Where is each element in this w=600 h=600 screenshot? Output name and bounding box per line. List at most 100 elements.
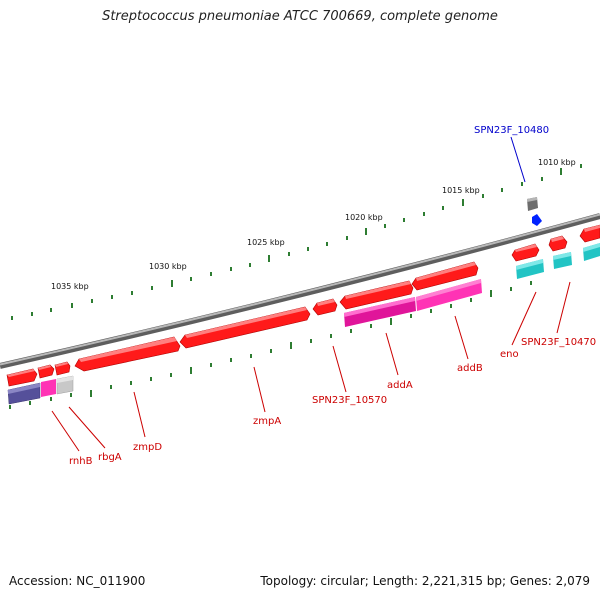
leader-SPN23F-10480 — [510, 136, 526, 183]
scale-tick — [111, 295, 113, 299]
scale-tick — [151, 286, 153, 290]
gene-label-zmpA[interactable]: zmpA — [253, 416, 281, 427]
scale-tick — [430, 309, 432, 313]
scale-tick — [288, 252, 290, 256]
gene-label-SPN23F-10480[interactable]: SPN23F_10480 — [474, 125, 549, 136]
scale-tick — [541, 177, 543, 181]
inner-scale-ticks — [9, 281, 532, 409]
map-title: Streptococcus pneumoniae ATCC 700669, co… — [102, 9, 498, 24]
cog-block-small-face — [57, 376, 73, 383]
leader-rnhB — [51, 410, 80, 452]
scale-tick — [190, 277, 192, 281]
genome-backbone — [0, 213, 600, 369]
scale-tick — [91, 299, 93, 303]
scale-tick — [384, 224, 386, 228]
cog-block-rnhB-face — [8, 383, 40, 394]
outer-scale-ticks — [11, 164, 582, 320]
genome-summary-label: Topology: circular; Length: 2,221,315 bp… — [260, 574, 590, 588]
gene-label-SPN23F-10570[interactable]: SPN23F_10570 — [312, 395, 387, 406]
scale-tick — [442, 206, 444, 210]
cog-track — [7, 243, 600, 405]
scale-tick — [71, 303, 73, 308]
scale-tick — [150, 377, 152, 381]
scale-tick — [410, 314, 412, 318]
scale-label-1020: 1020 kbp — [345, 213, 383, 222]
scale-tick — [29, 401, 31, 405]
scale-tick — [50, 308, 52, 312]
scale-label-1010: 1010 kbp — [538, 158, 576, 167]
scale-tick — [490, 290, 492, 297]
gene-label-addB[interactable]: addB — [457, 363, 483, 374]
leader-rbgA — [68, 406, 106, 449]
leader-SPN23F-10470 — [556, 281, 571, 334]
scale-tick — [268, 255, 270, 262]
scale-tick — [171, 280, 173, 287]
gene-label-addA[interactable]: addA — [387, 380, 413, 391]
rna-feature-arrow[interactable] — [532, 214, 542, 226]
scale-tick — [482, 194, 484, 198]
cog-block-eno-face — [516, 259, 543, 270]
cog-block-addB-face — [416, 279, 481, 301]
cog-block-rbgA — [41, 379, 56, 397]
gene-label-rbgA[interactable]: rbgA — [98, 452, 122, 463]
cds-arrow-zmpA-face — [185, 307, 307, 338]
cds-arrow-SPN23F-10470-face — [551, 236, 564, 242]
scale-tick — [270, 349, 272, 353]
scale-tick — [230, 358, 232, 362]
cds-arrow-eno-face — [515, 244, 537, 252]
cds-arrow-edge-face — [584, 225, 600, 232]
scale-tick — [510, 287, 512, 291]
scale-tick — [326, 242, 328, 246]
scale-tick — [11, 316, 13, 320]
scale-tick — [250, 354, 252, 358]
scale-tick — [450, 304, 452, 308]
feature-block-SPN23F-10480-face — [527, 197, 537, 202]
scale-tick — [290, 342, 292, 349]
scale-label-1025: 1025 kbp — [247, 238, 285, 247]
scale-tick — [50, 397, 52, 401]
cds-arrow-rnhB-face — [7, 369, 35, 377]
cds-arrow-addB-face — [416, 262, 476, 281]
scale-tick — [423, 212, 425, 216]
scale-tick — [210, 363, 212, 367]
scale-tick — [170, 373, 172, 377]
leader-eno — [511, 291, 537, 346]
scale-tick — [190, 367, 192, 374]
cds-arrow-small-face — [55, 362, 68, 367]
scale-tick — [307, 247, 309, 251]
scale-tick — [130, 381, 132, 385]
scale-tick — [249, 263, 251, 267]
cog-block-SPN23F-10470-face — [553, 252, 571, 260]
cog-block-edge-face — [583, 243, 600, 252]
scale-tick — [470, 298, 472, 302]
scale-tick — [560, 168, 562, 175]
scale-tick — [90, 390, 92, 397]
gene-label-rnhB[interactable]: rnhB — [69, 456, 93, 467]
scale-tick — [330, 334, 332, 338]
leader-zmpA — [253, 366, 266, 413]
genome-backbone-highlight — [0, 213, 600, 366]
accession-label: Accession: NC_011900 — [9, 574, 146, 588]
scale-tick — [210, 272, 212, 276]
scale-tick — [501, 188, 503, 192]
scale-tick — [110, 385, 112, 389]
cds-arrow-rbgA-face — [38, 365, 51, 370]
gene-label-zmpD[interactable]: zmpD — [133, 442, 162, 453]
scale-tick — [370, 324, 372, 328]
scale-tick — [310, 339, 312, 343]
label-leaders — [51, 136, 571, 452]
scale-tick — [31, 312, 33, 316]
scale-tick — [403, 218, 405, 222]
leader-zmpD — [133, 391, 146, 438]
leader-addA — [385, 332, 399, 376]
scale-label-1015: 1015 kbp — [442, 186, 480, 195]
gene-label-SPN23F-10470[interactable]: SPN23F_10470 — [521, 337, 596, 348]
gene-label-eno[interactable]: eno — [500, 349, 519, 360]
cds-arrow-SPN23F-10570-face — [317, 299, 335, 306]
scale-label-1030: 1030 kbp — [149, 262, 187, 271]
scale-label-1035: 1035 kbp — [51, 282, 89, 291]
leader-SPN23F-10570 — [332, 345, 347, 393]
scale-tick — [230, 267, 232, 271]
scale-tick — [462, 199, 464, 206]
